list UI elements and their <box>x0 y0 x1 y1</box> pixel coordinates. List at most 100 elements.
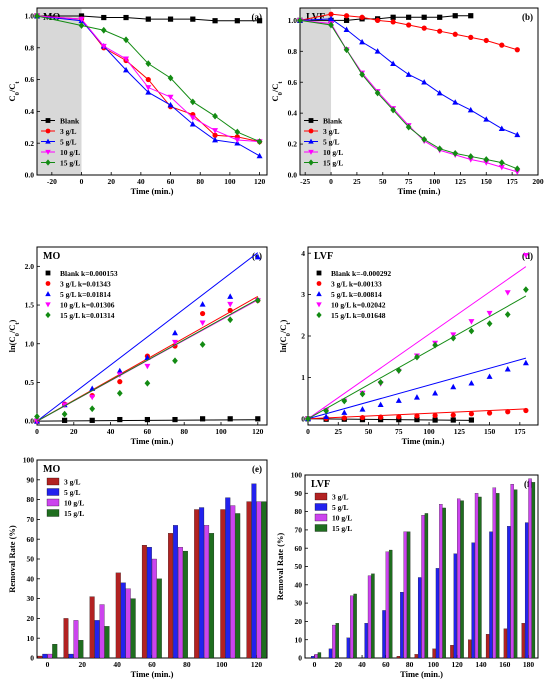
data-point <box>227 301 234 308</box>
legend-marker <box>308 149 314 155</box>
x-tick-label: 120 <box>452 660 464 669</box>
x-axis-label: Time (min.) <box>400 669 443 679</box>
legend-marker <box>308 118 314 123</box>
data-point <box>450 334 457 342</box>
panel-label: (d) <box>522 251 533 261</box>
bar <box>125 588 131 659</box>
bar <box>510 484 514 659</box>
data-point <box>377 378 384 386</box>
bar <box>335 623 339 659</box>
bar <box>63 618 69 659</box>
y-axis-label: ln(C0/Ct) <box>7 319 21 352</box>
data-point <box>359 71 365 78</box>
legend-marker <box>316 311 322 319</box>
y-tick-label: 80 <box>27 495 35 504</box>
data-point <box>89 417 95 423</box>
data-point <box>414 353 420 361</box>
y-axis-label: C0/Ct <box>7 81 21 102</box>
data-point <box>522 252 529 259</box>
data-point <box>395 397 402 403</box>
bar <box>199 507 205 659</box>
x-tick-label: 160 <box>499 660 511 669</box>
panel-label: (b) <box>522 12 533 22</box>
data-point <box>212 132 218 138</box>
bar <box>371 573 375 659</box>
bar <box>178 546 183 659</box>
x-tick-label: 120 <box>251 660 263 669</box>
bar <box>230 505 236 659</box>
bar <box>439 504 443 659</box>
y-tick-label: 90 <box>27 475 35 484</box>
bar <box>468 639 472 659</box>
legend-label: 3 g/L k=0.01343 <box>60 279 111 288</box>
data-point <box>256 152 263 159</box>
data-point <box>343 13 350 19</box>
panel-f: 0 20 40 60 80 100 120 140 160 180 0 10 20 30 40 50 60 70 8… <box>275 471 539 679</box>
fit-line <box>307 418 472 421</box>
x-tick-label: 25 <box>335 427 343 436</box>
panel-c: 0 20 40 60 80 100 120 0.0 0.5 1.0 1.5 2.0 Time (min.… <box>7 246 268 446</box>
data-point <box>406 14 412 20</box>
data-point <box>212 18 218 24</box>
x-tick-label: 75 <box>405 177 413 186</box>
bar <box>115 572 121 659</box>
legend-marker <box>308 159 314 166</box>
data-point <box>343 46 350 54</box>
y-tick-label: 2 <box>301 332 305 341</box>
x-axis-label: Time (min.) <box>131 669 174 679</box>
data-point <box>341 397 348 405</box>
series-line <box>36 15 260 143</box>
panel-e: 0 20 40 60 80 100 120 0 10 20 30 40 50 60 70 80 90 100 Tim… <box>7 456 268 679</box>
bar <box>450 645 454 659</box>
bar <box>42 653 48 659</box>
data-point <box>323 407 330 415</box>
data-point <box>227 293 234 299</box>
data-point <box>450 412 456 418</box>
y-axis-label: ln(C0/Ct) <box>278 319 292 352</box>
data-point <box>374 89 381 97</box>
x-tick-label: 0 <box>313 660 317 669</box>
bar <box>346 637 350 659</box>
legend-label: 15 g/L <box>323 158 343 167</box>
bar <box>220 509 226 659</box>
data-point <box>227 307 233 314</box>
data-point <box>405 123 412 131</box>
legend-label: 3 g/L k=0.00133 <box>331 279 382 288</box>
bar <box>367 575 372 659</box>
bar <box>417 577 422 659</box>
data-point <box>504 290 511 296</box>
y-tick-label: 80 <box>295 507 303 516</box>
series-line <box>36 15 260 157</box>
bar <box>414 654 418 659</box>
y-tick-label: 0.5 <box>25 378 35 387</box>
x-tick-label: 100 <box>423 427 435 436</box>
data-point <box>483 116 490 122</box>
y-tick-label: 30 <box>27 594 35 603</box>
y-tick-label: 40 <box>27 574 35 583</box>
bar <box>37 655 43 659</box>
data-point <box>123 36 129 44</box>
y-tick-label: 30 <box>295 599 303 608</box>
data-point <box>101 14 107 21</box>
data-point <box>254 297 261 304</box>
x-tick-label: 100 <box>429 177 441 186</box>
legend-marker <box>45 302 51 308</box>
data-point <box>212 112 218 120</box>
data-point <box>212 136 219 143</box>
bar <box>261 501 267 659</box>
panel-d: 0 25 50 75 100 125 150 175 0 1 2 3 4 Time (min.) ln(C0… <box>278 246 539 446</box>
y-tick-label: 0.2 <box>25 139 35 148</box>
bar <box>146 546 152 659</box>
legend-marker <box>45 128 51 134</box>
data-point <box>145 60 152 68</box>
x-tick-label: 40 <box>137 177 145 186</box>
x-tick-label: -25 <box>300 177 310 186</box>
y-tick-label: 0 <box>301 414 305 423</box>
panel-label: (e) <box>252 464 262 474</box>
legend-swatch <box>314 492 328 501</box>
data-point <box>414 417 420 423</box>
data-point <box>144 379 151 387</box>
legend-swatch <box>46 488 60 496</box>
bar <box>478 496 482 659</box>
data-point <box>390 19 396 25</box>
